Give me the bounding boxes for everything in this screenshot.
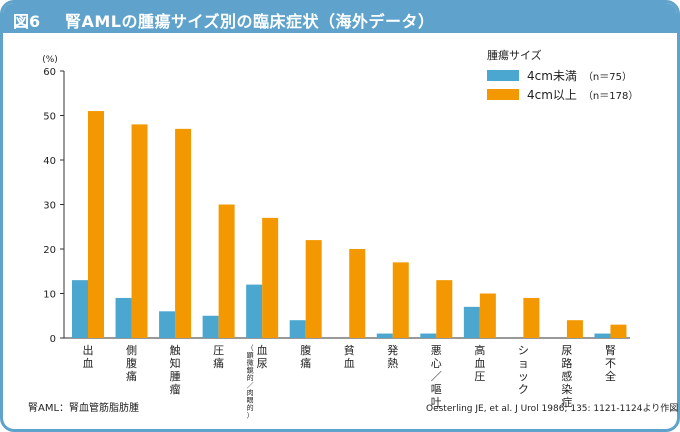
bar-large-tumor: [436, 280, 453, 338]
bar-large-tumor: [392, 262, 409, 338]
category-label-char: 痛: [213, 356, 224, 370]
category-label-char: ク: [518, 383, 529, 396]
legend-swatch-small: [487, 69, 519, 81]
bar-small-tumor: [246, 284, 263, 338]
category-label-char: 圧: [213, 344, 224, 357]
bar-large-tumor: [305, 240, 322, 338]
category-sublabel-char: 顕: [247, 352, 254, 360]
bar-large-tumor: [88, 111, 104, 338]
category-label-char: 症: [561, 395, 572, 409]
bar-small-tumor: [463, 306, 480, 338]
category-sublabel-char: 的: [247, 373, 254, 382]
y-tick-label: 50: [43, 112, 56, 123]
bar-large-tumor: [262, 217, 279, 338]
legend-label-large: 4cm以上: [527, 87, 577, 102]
category-label-char: 圧: [474, 370, 485, 383]
category-label-char: 全: [605, 369, 616, 383]
bar-large-tumor: [610, 324, 627, 338]
footnote: 腎AML：腎血管筋脂肪腫: [28, 403, 140, 414]
legend-item-large: 4cm以上 （n＝178）: [487, 87, 639, 102]
y-tick-label: 60: [43, 67, 56, 78]
category-label-char: 腹: [300, 343, 311, 357]
category-sublabel-char: ）: [247, 412, 254, 420]
category-label-char: 吐: [431, 396, 442, 409]
category-label-char: 染: [561, 382, 572, 396]
category-sublabel-char: ／: [247, 382, 254, 390]
category-label-char: シ: [518, 344, 529, 357]
source-citation: Oesterling JE, et al. J Urol 1986; 135: …: [426, 404, 679, 414]
category-label-char: 発: [387, 343, 398, 357]
bar-small-tumor: [202, 315, 219, 338]
y-tick-label: 30: [43, 201, 56, 212]
category-label-char: 腹: [126, 356, 137, 370]
category-label-char: 尿: [561, 344, 572, 357]
legend-n-small: （n＝75）: [582, 71, 632, 83]
category-label-char: ョ: [518, 357, 529, 370]
category-label-char: ッ: [518, 370, 529, 383]
y-axis-label: (%): [42, 55, 58, 65]
category-sublabel-char: 的: [247, 403, 254, 412]
legend-title: 腫瘍サイズ: [487, 49, 542, 62]
category-label-char: 尿: [257, 357, 268, 370]
bar-large-tumor: [218, 204, 235, 338]
figure-label: 図6: [13, 12, 41, 31]
category-label-char: 血: [257, 343, 268, 357]
bar-large-tumor: [523, 297, 540, 338]
y-tick-label: 40: [43, 156, 56, 167]
bar-large-tumor: [131, 124, 148, 339]
category-label-char: 側: [126, 344, 137, 357]
category-label-char: 瘤: [170, 382, 181, 396]
bar-small-tumor: [115, 297, 132, 338]
category-label-char: ／: [431, 370, 442, 383]
category-label-char: 心: [431, 357, 442, 370]
legend-swatch-large: [487, 88, 519, 100]
category-label-char: 血: [344, 356, 355, 370]
category-sublabel-char: （: [247, 344, 254, 352]
category-label-char: 知: [170, 356, 181, 370]
category-sublabel-char: 肉: [247, 388, 254, 397]
bar-small-tumor: [159, 311, 176, 338]
bar-small-tumor: [289, 320, 306, 338]
category-label-char: 腫: [170, 369, 181, 383]
category-sublabel-char: 鏡: [247, 366, 254, 375]
y-tick-label: 0: [50, 334, 56, 345]
bar-small-tumor: [72, 280, 88, 338]
bar-small-tumor: [594, 333, 611, 338]
bar-large-tumor: [479, 293, 496, 338]
bar-large-tumor: [175, 128, 192, 338]
category-label-char: 嘔: [431, 383, 442, 396]
category-label-char: 痛: [126, 369, 137, 383]
category-sublabel-char: 眼: [247, 397, 254, 405]
category-label-char: 出: [83, 343, 94, 357]
bar-large-tumor: [566, 320, 583, 338]
category-label-char: 痛: [300, 356, 311, 370]
category-label-char: 熱: [387, 357, 398, 370]
category-label-char: 腎: [605, 344, 616, 357]
chart-title: 腎AMLの腫瘍サイズ別の臨床症状（海外データ）: [65, 12, 435, 31]
category-label-char: 感: [561, 370, 572, 383]
category-sublabel-char: 微: [247, 358, 254, 367]
bar-small-tumor: [420, 333, 437, 338]
category-label-char: 血: [83, 356, 94, 370]
category-label-char: 貧: [344, 344, 355, 357]
legend-n-large: （n＝178）: [582, 90, 639, 102]
category-label-char: 触: [170, 343, 181, 357]
y-tick-label: 20: [43, 245, 56, 256]
bar-large-tumor: [349, 249, 366, 338]
category-label-char: 高: [474, 343, 485, 357]
legend-label-small: 4cm未満: [527, 68, 577, 83]
y-tick-label: 10: [43, 290, 56, 301]
legend-item-small: 4cm未満 （n＝75）: [487, 68, 632, 83]
category-label-char: 路: [561, 357, 572, 370]
category-label-char: 悪: [431, 344, 442, 357]
category-label-char: 不: [605, 357, 616, 370]
bar-small-tumor: [376, 333, 393, 338]
figure-header: 図6 腎AMLの腫瘍サイズ別の臨床症状（海外データ）: [3, 3, 677, 33]
category-label-char: 血: [474, 356, 485, 370]
